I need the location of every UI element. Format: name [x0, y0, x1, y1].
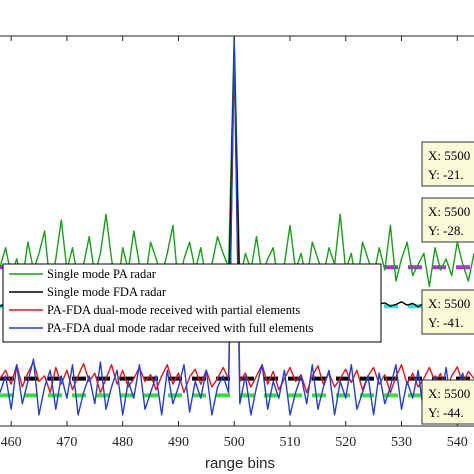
datatip-box-3: [421, 379, 474, 425]
datatip-box-1: [421, 197, 474, 243]
datatip-box-0: [421, 141, 474, 187]
legend-entry-1: Single mode FDA radar: [47, 285, 167, 299]
legend-entry-0: Single mode PA radar: [47, 267, 157, 281]
datatip-y-0: Y: -21.: [428, 167, 464, 182]
datatip-y-1: Y: -28.: [428, 223, 464, 238]
x-axis-ticks: 460 470 480 490 500 510 520 530 540: [1, 36, 468, 450]
datatips: X: 5500 Y: -21. X: 5500 Y: -28. X: 5500 Y: -4…: [421, 141, 474, 425]
datatip-y-3: Y: -44.: [428, 405, 464, 420]
x-axis-label: range bins: [205, 455, 275, 472]
x-tick-label-7: 530: [391, 435, 412, 450]
x-tick-label-4: 500: [224, 435, 245, 450]
legend-entry-2: PA-FDA dual-mode received with partial e…: [47, 303, 300, 317]
datatip-x-0: X: 5500: [428, 148, 470, 163]
series-line-3: [0, 40, 474, 416]
x-tick-label-8: 540: [447, 435, 468, 450]
x-tick-label-5: 510: [279, 435, 300, 450]
legend-box: [2, 263, 382, 343]
x-tick-label-6: 520: [335, 435, 356, 450]
datatip-x-2: X: 5500: [428, 296, 470, 311]
x-tick-label-3: 490: [168, 435, 189, 450]
datatip-box-2: [421, 289, 474, 335]
datatip-y-2: Y: -41.: [428, 315, 464, 330]
axes-frame: [0, 35, 474, 427]
legend: Single mode PA radar Single mode FDA rada…: [2, 263, 382, 343]
datatip-x-1: X: 5500: [428, 204, 470, 219]
series-lines: [0, 35, 474, 416]
datatip-x-3: X: 5500: [428, 386, 470, 401]
x-tick-label-2: 480: [112, 435, 133, 450]
legend-entry-3: PA-FDA dual mode radar received with ful…: [47, 321, 314, 335]
x-tick-label-1: 470: [56, 435, 77, 450]
x-tick-label-0: 460: [1, 435, 22, 450]
